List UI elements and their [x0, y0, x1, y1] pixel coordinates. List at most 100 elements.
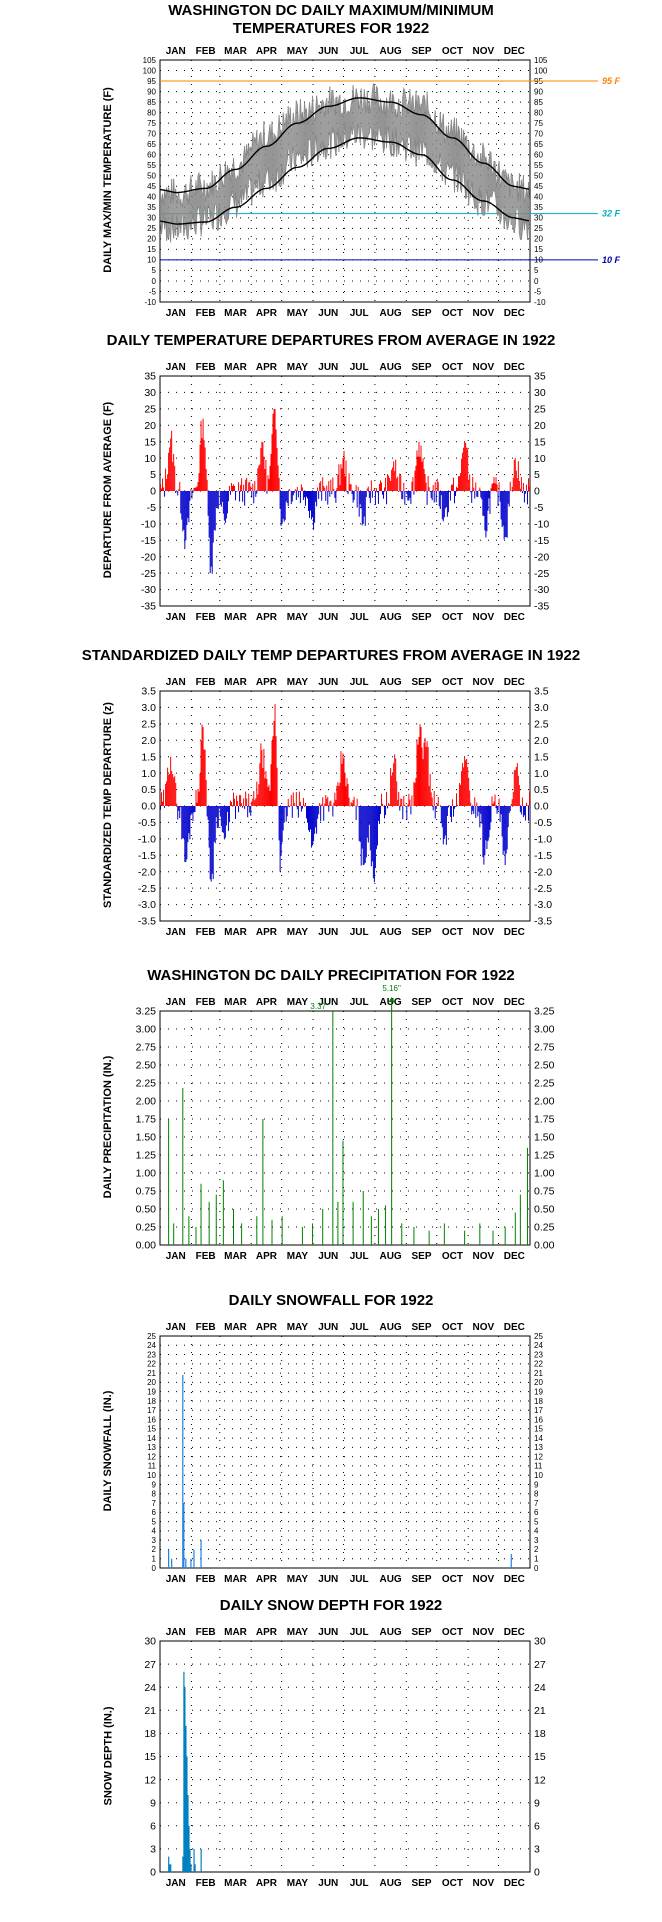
- y-tick-label-left: 1.0: [141, 768, 156, 780]
- month-label-bottom: MAR: [224, 1574, 248, 1585]
- month-label-top: JUN: [318, 677, 338, 688]
- y-tick-label-left: 3: [150, 1844, 156, 1856]
- month-label-top: MAR: [224, 997, 248, 1008]
- y-tick-label-right: 0.75: [534, 1186, 555, 1198]
- y-tick-label-left: 7: [152, 1499, 157, 1508]
- y-tick-label-right: 2: [534, 1545, 539, 1554]
- snow-depth-bar: [170, 1864, 172, 1872]
- y-tick-label-right: 10: [534, 453, 546, 465]
- month-label-top: DEC: [504, 1627, 525, 1638]
- snow-depth-bar: [185, 1725, 187, 1872]
- y-tick-label-left: 0.5: [141, 784, 156, 796]
- y-tick-label-left: 35: [144, 371, 156, 383]
- y-tick-label-left: 6: [152, 1508, 157, 1517]
- month-label-top: OCT: [442, 677, 463, 688]
- y-tick-label-right: 6: [534, 1820, 540, 1832]
- snow-depth-bar: [183, 1671, 185, 1872]
- y-tick-label-left: 1.75: [136, 1114, 157, 1126]
- month-label-bottom: MAR: [224, 612, 248, 623]
- month-label-bottom: MAY: [287, 927, 309, 938]
- y-tick-label-right: 35: [534, 371, 546, 383]
- month-label-bottom: JAN: [166, 1251, 186, 1262]
- plot-frame: [159, 59, 531, 303]
- grid: [160, 1011, 530, 1245]
- month-label-top: JAN: [166, 997, 186, 1008]
- y-tick-label-left: 2.0: [141, 735, 156, 747]
- series-line-max: [160, 82, 530, 209]
- y-tick-label-left: 18: [147, 1397, 156, 1406]
- snow-depth-bar: [190, 1864, 192, 1872]
- y-tick-label-left: 85: [147, 98, 156, 107]
- y-tick-label-left: 75: [147, 119, 156, 128]
- month-label-bottom: JUN: [318, 612, 338, 623]
- y-tick-label-right: 22: [534, 1360, 543, 1369]
- y-tick-label-left: 30: [144, 1636, 156, 1648]
- month-label-bottom: NOV: [473, 1574, 495, 1585]
- y-tick-label-left: 30: [147, 214, 156, 223]
- month-label-bottom: MAY: [287, 1574, 309, 1585]
- y-tick-label-left: 9: [152, 1480, 157, 1489]
- y-tick-label-right: 80: [534, 108, 543, 117]
- y-tick-label-right: -3.5: [534, 916, 552, 928]
- snow-depth-bar: [187, 1795, 189, 1872]
- y-tick-label-right: 15: [534, 1425, 543, 1434]
- y-tick-label-left: 2.25: [136, 1078, 157, 1090]
- data-marks: [168, 1374, 512, 1568]
- month-label-bottom: MAR: [224, 927, 248, 938]
- y-tick-label-right: 21: [534, 1369, 543, 1378]
- month-label-top: NOV: [473, 46, 495, 57]
- y-tick-label-right: 45: [534, 182, 543, 191]
- month-label-bottom: MAY: [287, 1251, 309, 1262]
- month-label-bottom: DEC: [504, 612, 525, 623]
- y-tick-label-right: 3.25: [534, 1006, 555, 1018]
- month-label-bottom: JAN: [166, 927, 186, 938]
- y-tick-label-right: 15: [534, 1751, 546, 1763]
- month-label-bottom: APR: [256, 308, 278, 319]
- y-tick-label-left: -0.5: [138, 817, 156, 829]
- month-label-bottom: SEP: [412, 1878, 432, 1889]
- y-tick-label-right: 12: [534, 1452, 543, 1461]
- y-tick-label-left: 5: [150, 469, 156, 481]
- month-label-top: DEC: [504, 46, 525, 57]
- y-tick-label-right: 0.25: [534, 1222, 555, 1234]
- month-label-top: AUG: [379, 46, 401, 57]
- month-label-top: MAY: [287, 1322, 309, 1333]
- month-label-bottom: OCT: [442, 1574, 463, 1585]
- month-label-bottom: JAN: [166, 612, 186, 623]
- month-label-top: OCT: [442, 1322, 463, 1333]
- month-label-bottom: SEP: [412, 927, 432, 938]
- y-tick-label-left: 0: [152, 1564, 157, 1573]
- month-label-top: FEB: [196, 46, 216, 57]
- month-label-top: DEC: [504, 997, 525, 1008]
- month-label-bottom: AUG: [379, 612, 401, 623]
- month-label-bottom: SEP: [412, 1574, 432, 1585]
- month-label-bottom: FEB: [196, 927, 216, 938]
- y-tick-label-left: -1.0: [138, 834, 156, 846]
- y-tick-label-right: 2.00: [534, 1096, 555, 1108]
- chart-svg: 0 0 3 3 6 6 9 9 12 12 15 15 18 18 21 21 24 24 27 27 30 30 JAN J…: [144, 1627, 546, 1889]
- snow-depth-bar: [193, 1848, 195, 1872]
- y-tick-label-left: -5: [149, 287, 157, 296]
- month-label-bottom: SEP: [412, 612, 432, 623]
- chart-panel-departures: DAILY TEMPERATURE DEPARTURES FROM AVERAG…: [0, 330, 662, 646]
- month-label-bottom: NOV: [473, 1251, 495, 1262]
- month-label-bottom: MAY: [287, 1878, 309, 1889]
- month-label-top: SEP: [412, 1322, 432, 1333]
- y-tick-label-left: 3.00: [136, 1024, 157, 1036]
- month-label-top: JUN: [318, 46, 338, 57]
- month-label-top: MAR: [224, 677, 248, 688]
- month-label-top: DEC: [504, 1322, 525, 1333]
- y-tick-label-right: 55: [534, 161, 543, 170]
- y-tick-label-left: 4: [152, 1527, 157, 1536]
- chart-panel-temps: WASHINGTON DC DAILY MAXIMUM/MINIMUM TEMP…: [0, 0, 662, 342]
- y-tick-label-right: 9: [534, 1480, 539, 1489]
- month-label-top: MAY: [287, 362, 309, 373]
- y-tick-label-left: -2.0: [138, 866, 156, 878]
- y-tick-label-left: 60: [147, 150, 156, 159]
- snow-depth-bar: [186, 1756, 188, 1872]
- month-label-top: AUG: [379, 997, 401, 1008]
- y-tick-label-right: 11: [534, 1462, 543, 1471]
- y-tick-label-left: 12: [147, 1452, 156, 1461]
- y-tick-label-left: 27: [144, 1659, 156, 1671]
- y-tick-label-right: 2.50: [534, 1060, 555, 1072]
